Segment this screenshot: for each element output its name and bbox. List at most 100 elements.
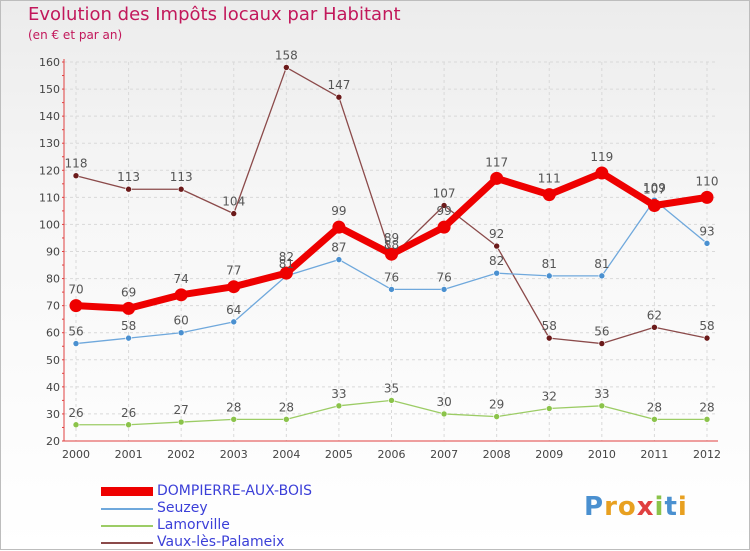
- legend-label-seuzey: Seuzey: [157, 500, 208, 516]
- chart-title: Evolution des Impôts locaux par Habitant: [28, 4, 401, 25]
- data-point-lamorville: [493, 413, 500, 420]
- data-point-seuzey: [72, 340, 80, 347]
- data-point-seuzey: [177, 329, 185, 337]
- x-tick-label: 2001: [115, 448, 143, 461]
- y-tick-label: 90: [46, 246, 60, 259]
- data-label-dompierre: 110: [696, 174, 719, 188]
- legend-swatch-seuzey: [101, 508, 153, 510]
- data-label-lamorville: 28: [699, 400, 714, 414]
- x-tick-label: 2003: [220, 448, 248, 461]
- data-point-vaux: [177, 185, 185, 193]
- chart-subtitle: (en € et par an): [28, 28, 123, 42]
- logo-letter: o: [617, 492, 637, 522]
- x-tick-label: 2009: [535, 448, 563, 461]
- data-label-dompierre: 77: [226, 264, 241, 278]
- data-label-vaux: 56: [594, 325, 609, 339]
- x-tick-label: 2012: [693, 448, 721, 461]
- data-point-seuzey: [440, 286, 448, 293]
- x-tick-label: 2005: [325, 448, 353, 461]
- data-label-dompierre: 69: [121, 285, 136, 299]
- data-point-lamorville: [598, 402, 606, 410]
- data-point-vaux: [230, 210, 238, 217]
- data-point-lamorville: [125, 421, 132, 429]
- data-label-lamorville: 30: [436, 395, 451, 409]
- logo-letter: t: [664, 492, 678, 522]
- data-point-dompierre: [542, 188, 556, 202]
- data-label-dompierre: 70: [68, 283, 83, 297]
- data-point-lamorville: [335, 402, 343, 410]
- data-label-vaux: 58: [699, 319, 714, 333]
- x-tick-label: 2006: [378, 448, 406, 461]
- y-tick-label: 40: [46, 381, 60, 394]
- data-point-vaux: [283, 64, 290, 71]
- data-label-vaux: 88: [384, 238, 399, 252]
- data-label-vaux: 92: [489, 227, 504, 241]
- data-label-vaux: 118: [65, 157, 88, 171]
- data-label-lamorville: 32: [542, 390, 557, 404]
- data-point-dompierre: [647, 198, 661, 212]
- data-point-dompierre: [700, 190, 714, 204]
- data-label-lamorville: 28: [226, 400, 241, 414]
- data-label-seuzey: 81: [542, 257, 557, 271]
- data-label-lamorville: 28: [647, 400, 662, 414]
- data-label-seuzey: 58: [121, 319, 136, 333]
- legend-label-vaux: Vaux-lès-Palameix: [157, 534, 285, 550]
- y-tick-label: 30: [46, 408, 60, 421]
- proxiti-logo: Proxiti: [584, 492, 688, 522]
- data-label-dompierre: 99: [436, 204, 451, 218]
- data-label-lamorville: 27: [174, 403, 189, 417]
- data-label-seuzey: 109: [643, 181, 666, 195]
- data-label-lamorville: 33: [331, 387, 346, 401]
- data-label-vaux: 158: [275, 48, 298, 62]
- data-point-vaux: [335, 93, 343, 101]
- data-label-seuzey: 56: [68, 325, 83, 339]
- data-point-vaux: [125, 185, 132, 193]
- data-point-vaux: [545, 334, 553, 342]
- x-tick-label: 2000: [62, 448, 90, 461]
- data-label-lamorville: 28: [279, 400, 294, 414]
- data-point-dompierre: [174, 288, 188, 302]
- data-point-dompierre: [595, 166, 609, 180]
- data-point-seuzey: [598, 272, 606, 280]
- legend-label-lamorville: Lamorville: [157, 517, 230, 533]
- y-tick-label: 20: [46, 435, 60, 448]
- data-label-seuzey: 76: [436, 270, 451, 284]
- data-label-dompierre: 82: [279, 250, 294, 264]
- x-tick-label: 2008: [483, 448, 511, 461]
- data-label-seuzey: 64: [226, 303, 241, 317]
- data-point-seuzey: [388, 286, 395, 293]
- y-tick-label: 80: [46, 273, 60, 286]
- data-point-lamorville: [283, 416, 290, 423]
- data-point-dompierre: [332, 220, 346, 234]
- y-tick-label: 70: [46, 300, 60, 313]
- x-tick-label: 2002: [167, 448, 195, 461]
- legend-swatch-dompierre: [101, 487, 153, 496]
- y-tick-label: 160: [39, 56, 60, 69]
- legend-swatch-lamorville: [101, 525, 153, 527]
- y-tick-label: 110: [39, 191, 60, 204]
- data-label-lamorville: 26: [121, 406, 136, 420]
- y-tick-label: 100: [39, 218, 60, 231]
- data-label-dompierre: 111: [538, 172, 561, 186]
- data-point-seuzey: [125, 334, 132, 342]
- data-point-dompierre: [437, 220, 451, 234]
- data-point-dompierre: [279, 266, 293, 280]
- data-label-dompierre: 107: [643, 182, 666, 196]
- data-label-vaux: 113: [170, 170, 193, 184]
- data-point-dompierre: [69, 299, 83, 313]
- y-tick-label: 50: [46, 354, 60, 367]
- data-label-lamorville: 33: [594, 387, 609, 401]
- logo-letter: i: [677, 492, 688, 522]
- data-point-vaux: [440, 202, 448, 209]
- data-label-seuzey: 81: [594, 257, 609, 271]
- data-label-seuzey: 82: [489, 254, 504, 268]
- data-label-vaux: 58: [542, 319, 557, 333]
- data-point-lamorville: [703, 416, 711, 423]
- data-point-lamorville: [230, 416, 238, 423]
- data-point-lamorville: [440, 410, 448, 418]
- legend-swatch-vaux: [101, 542, 153, 544]
- data-label-dompierre: 99: [331, 204, 346, 218]
- x-tick-label: 2010: [588, 448, 616, 461]
- data-label-dompierre: 74: [174, 272, 189, 286]
